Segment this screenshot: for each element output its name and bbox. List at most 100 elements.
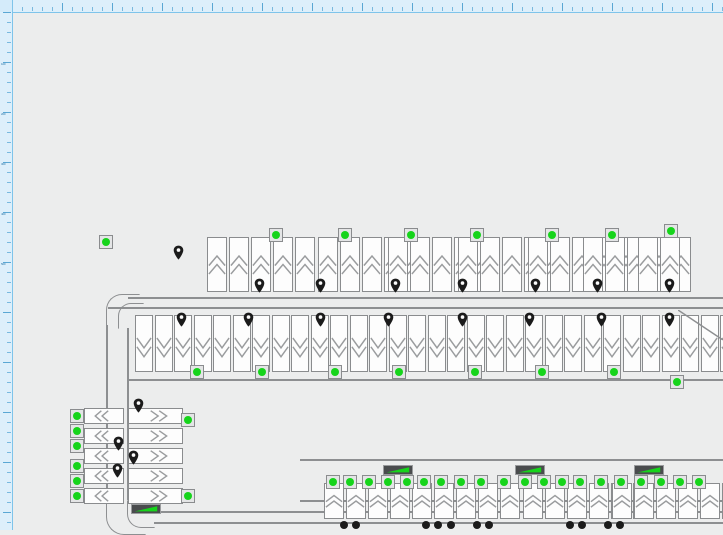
parking-slot[interactable] (478, 483, 498, 519)
green-signal-icon[interactable] (70, 424, 84, 438)
parking-slot[interactable] (271, 315, 290, 372)
parking-slot[interactable] (340, 237, 360, 292)
parking-slot[interactable] (427, 315, 446, 372)
green-signal-icon[interactable] (497, 475, 511, 489)
parking-slot[interactable] (622, 315, 641, 372)
green-signal-icon[interactable] (673, 475, 687, 489)
green-signal-icon[interactable] (181, 413, 195, 427)
green-signal-icon[interactable] (343, 475, 357, 489)
parking-slot[interactable] (589, 483, 609, 519)
parking-slot[interactable] (128, 488, 183, 504)
parking-slot[interactable] (634, 483, 654, 519)
parking-slot[interactable] (273, 237, 293, 292)
map-pin-icon[interactable] (530, 278, 541, 293)
green-signal-icon[interactable] (70, 409, 84, 423)
battery-gauge-icon[interactable] (383, 465, 413, 475)
map-pin-icon[interactable] (390, 278, 401, 293)
green-signal-icon[interactable] (614, 475, 628, 489)
map-pin-icon[interactable] (133, 398, 144, 413)
parking-slot[interactable] (84, 408, 124, 424)
green-signal-icon[interactable] (555, 475, 569, 489)
green-signal-icon[interactable] (573, 475, 587, 489)
parking-slot[interactable] (550, 237, 570, 292)
parking-slot[interactable] (412, 483, 432, 519)
green-signal-icon[interactable] (269, 228, 283, 242)
green-signal-icon[interactable] (654, 475, 668, 489)
green-signal-icon[interactable] (326, 475, 340, 489)
parking-slot[interactable] (432, 237, 452, 292)
battery-gauge-icon[interactable] (515, 465, 545, 475)
ruler-corner[interactable] (0, 0, 12, 12)
parking-slot[interactable] (410, 237, 430, 292)
map-pin-icon[interactable] (173, 245, 184, 260)
parking-slot[interactable] (295, 237, 315, 292)
parking-slot[interactable] (642, 315, 660, 372)
green-signal-icon[interactable] (70, 439, 84, 453)
parking-slot[interactable] (362, 237, 382, 292)
vertical-ruler[interactable]: 100 200 300 400 500 (0, 0, 13, 530)
parking-slot[interactable] (456, 483, 476, 519)
green-signal-icon[interactable] (404, 228, 418, 242)
parking-slot[interactable] (349, 315, 368, 372)
parking-slot[interactable] (154, 315, 173, 372)
map-pin-icon[interactable] (112, 463, 123, 478)
green-signal-icon[interactable] (255, 365, 269, 379)
parking-slot[interactable] (368, 483, 388, 519)
map-pin-icon[interactable] (243, 312, 254, 327)
green-signal-icon[interactable] (434, 475, 448, 489)
parking-slot[interactable] (388, 315, 407, 372)
battery-gauge-icon[interactable] (634, 465, 664, 475)
parking-slot[interactable] (700, 315, 719, 372)
green-signal-icon[interactable] (537, 475, 551, 489)
green-signal-icon[interactable] (454, 475, 468, 489)
parking-slot[interactable] (128, 468, 183, 484)
parking-slot[interactable] (523, 483, 543, 519)
parking-slot[interactable] (310, 315, 329, 372)
map-pin-icon[interactable] (383, 312, 394, 327)
map-pin-icon[interactable] (592, 278, 603, 293)
map-pin-icon[interactable] (524, 312, 535, 327)
green-signal-icon[interactable] (70, 489, 84, 503)
map-pin-icon[interactable] (113, 436, 124, 451)
map-pin-icon[interactable] (457, 312, 468, 327)
parking-slot[interactable] (583, 315, 602, 372)
map-pin-icon[interactable] (457, 278, 468, 293)
parking-slot[interactable] (480, 237, 500, 292)
green-signal-icon[interactable] (470, 228, 484, 242)
green-signal-icon[interactable] (70, 474, 84, 488)
parking-slot[interactable] (447, 315, 465, 372)
parking-slot[interactable] (466, 315, 485, 372)
green-signal-icon[interactable] (692, 475, 706, 489)
parking-slot[interactable] (330, 315, 348, 372)
map-pin-icon[interactable] (315, 278, 326, 293)
parking-slot[interactable] (408, 315, 426, 372)
parking-slot[interactable] (605, 237, 625, 292)
parking-slot[interactable] (434, 483, 454, 519)
parking-slot[interactable] (583, 237, 603, 292)
green-signal-icon[interactable] (474, 475, 488, 489)
parking-slot[interactable] (678, 483, 698, 519)
green-signal-icon[interactable] (634, 475, 648, 489)
green-signal-icon[interactable] (607, 365, 621, 379)
parking-slot[interactable] (388, 237, 408, 292)
parking-slot[interactable] (229, 237, 249, 292)
green-signal-icon[interactable] (392, 365, 406, 379)
green-signal-icon[interactable] (328, 365, 342, 379)
battery-gauge-icon[interactable] (131, 504, 161, 514)
green-signal-icon[interactable] (70, 459, 84, 473)
parking-slot[interactable] (567, 483, 587, 519)
horizontal-ruler[interactable] (0, 0, 723, 13)
parking-slot[interactable] (505, 315, 524, 372)
parking-slot[interactable] (207, 237, 227, 292)
green-signal-icon[interactable] (535, 365, 549, 379)
parking-slot[interactable] (369, 315, 387, 372)
parking-slot[interactable] (84, 488, 124, 504)
green-signal-icon[interactable] (664, 224, 678, 238)
parking-slot[interactable] (84, 448, 124, 464)
green-signal-icon[interactable] (594, 475, 608, 489)
green-signal-icon[interactable] (338, 228, 352, 242)
green-signal-icon[interactable] (670, 375, 684, 389)
parking-slot[interactable] (544, 315, 563, 372)
green-signal-icon[interactable] (190, 365, 204, 379)
green-signal-icon[interactable] (181, 489, 195, 503)
